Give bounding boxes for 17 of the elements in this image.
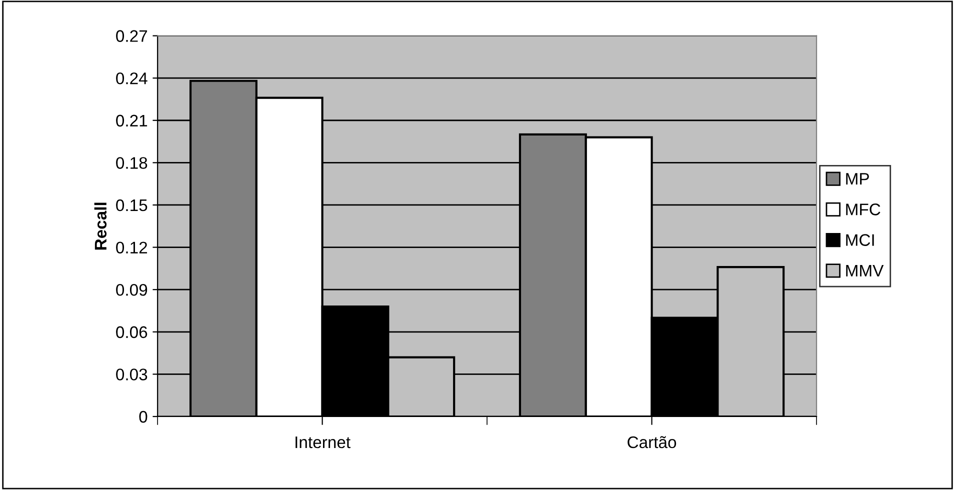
y-tick-label: 0.21: [116, 114, 148, 127]
y-tick-label: 0.18: [116, 157, 148, 169]
legend-label: MMV: [846, 264, 884, 276]
y-axis-title: Recall: [94, 202, 107, 250]
x-tick-label: Internet: [296, 436, 350, 448]
y-tick-label: 0.03: [116, 368, 148, 380]
y-tick-label: 0.06: [116, 326, 148, 338]
legend-label: MCI: [846, 234, 874, 246]
y-tick-label: 0.09: [116, 284, 148, 296]
legend-label: MFC: [846, 204, 880, 216]
y-tick-label: 0.12: [116, 242, 148, 254]
y-tick-label: 0.15: [116, 199, 148, 212]
y-tick-label: 0: [139, 410, 148, 423]
legend-label: MP: [846, 173, 869, 185]
y-tick-label: 0.27: [116, 30, 148, 42]
y-tick-label: 0.24: [116, 72, 148, 84]
x-tick-label: Cartão: [628, 436, 676, 448]
